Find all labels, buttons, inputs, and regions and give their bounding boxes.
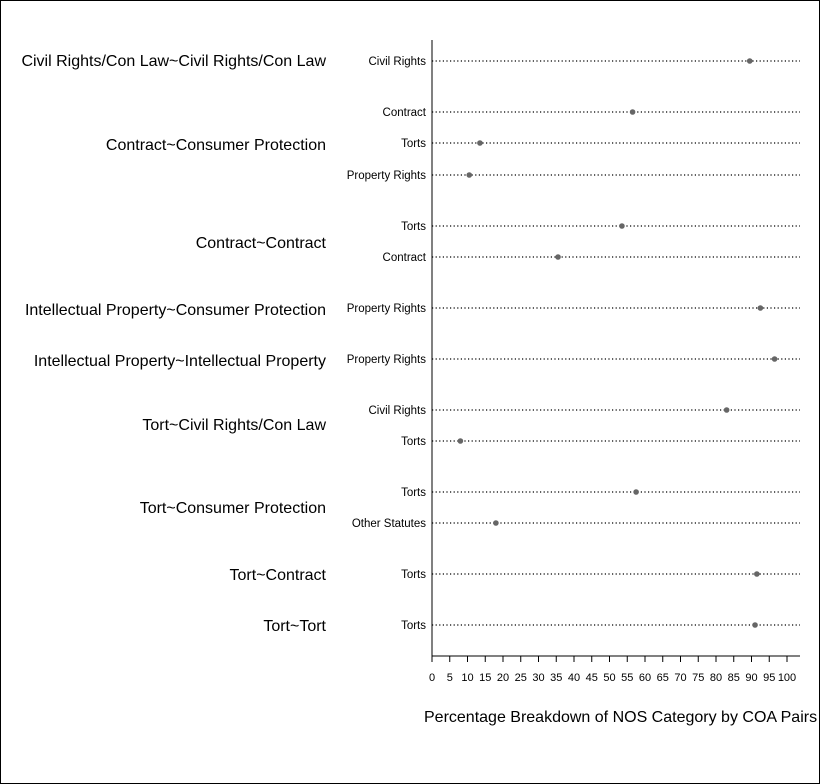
group-label: Contract~Contract: [196, 235, 327, 252]
x-tick-label: 65: [657, 672, 669, 684]
x-tick-label: 100: [778, 672, 796, 684]
x-tick-label: 95: [763, 672, 775, 684]
x-tick-label: 60: [639, 672, 651, 684]
group-label: Contract~Consumer Protection: [106, 137, 326, 154]
x-tick-label: 50: [603, 672, 615, 684]
x-tick-label: 0: [429, 672, 435, 684]
group-label: Tort~Tort: [263, 618, 326, 635]
row-label: Property Rights: [347, 303, 427, 315]
row-label: Torts: [401, 487, 426, 499]
group-label: Civil Rights/Con Law~Civil Rights/Con La…: [21, 53, 326, 70]
x-tick-label: 80: [710, 672, 722, 684]
data-point: [746, 58, 753, 64]
data-point: [757, 305, 764, 311]
x-tick-label: 5: [447, 672, 453, 684]
row-label: Contract: [383, 252, 427, 264]
group-label: Tort~Contract: [230, 567, 327, 584]
group-label: Intellectual Property~Consumer Protectio…: [25, 302, 326, 319]
data-point: [633, 489, 639, 495]
x-tick-label: 30: [532, 672, 544, 684]
x-tick-label: 15: [479, 672, 491, 684]
group-label: Tort~Civil Rights/Con Law: [142, 417, 326, 434]
row-label: Contract: [383, 107, 427, 119]
data-point: [619, 223, 625, 229]
data-point: [477, 140, 483, 146]
data-point: [629, 109, 636, 115]
data-point: [771, 356, 778, 362]
row-label: Torts: [401, 436, 426, 448]
x-tick-label: 85: [728, 672, 740, 684]
row-label: Civil Rights: [368, 405, 426, 417]
group-label: Tort~Consumer Protection: [140, 500, 326, 517]
data-point: [466, 172, 473, 178]
data-point: [457, 438, 464, 444]
x-axis-title: Percentage Breakdown of NOS Category by …: [424, 709, 817, 726]
row-label: Torts: [401, 569, 426, 581]
data-point: [752, 622, 758, 628]
data-point: [723, 407, 730, 413]
x-tick-label: 70: [674, 672, 686, 684]
row-label: Torts: [401, 221, 426, 233]
group-label: Intellectual Property~Intellectual Prope…: [34, 353, 326, 370]
x-tick-label: 90: [745, 672, 757, 684]
x-tick-label: 55: [621, 672, 633, 684]
row-label: Civil Rights: [368, 56, 426, 68]
x-tick-label: 75: [692, 672, 704, 684]
x-ticks-layer: 0 5 10 15 20 25 30 35 40 45 50 55 60 65 70 75 80 85 90 95 10…: [429, 656, 796, 684]
x-tick-label: 45: [586, 672, 598, 684]
x-tick-label: 25: [515, 672, 527, 684]
x-tick-label: 40: [568, 672, 580, 684]
data-point: [555, 254, 561, 260]
rows-layer: Civil Rights Contract Torts Property Rights…: [347, 56, 800, 632]
data-point: [493, 520, 499, 526]
x-tick-label: 20: [497, 672, 509, 684]
data-point: [754, 571, 760, 577]
x-tick-label: 10: [461, 672, 473, 684]
x-tick-label: 35: [550, 672, 562, 684]
row-label: Torts: [401, 620, 426, 632]
row-label: Property Rights: [347, 170, 427, 182]
row-label: Torts: [401, 138, 426, 150]
row-label: Property Rights: [347, 354, 427, 366]
group-labels-layer: Civil Rights/Con Law~Civil Rights/Con La…: [21, 53, 326, 635]
row-label: Other Statutes: [352, 518, 426, 530]
